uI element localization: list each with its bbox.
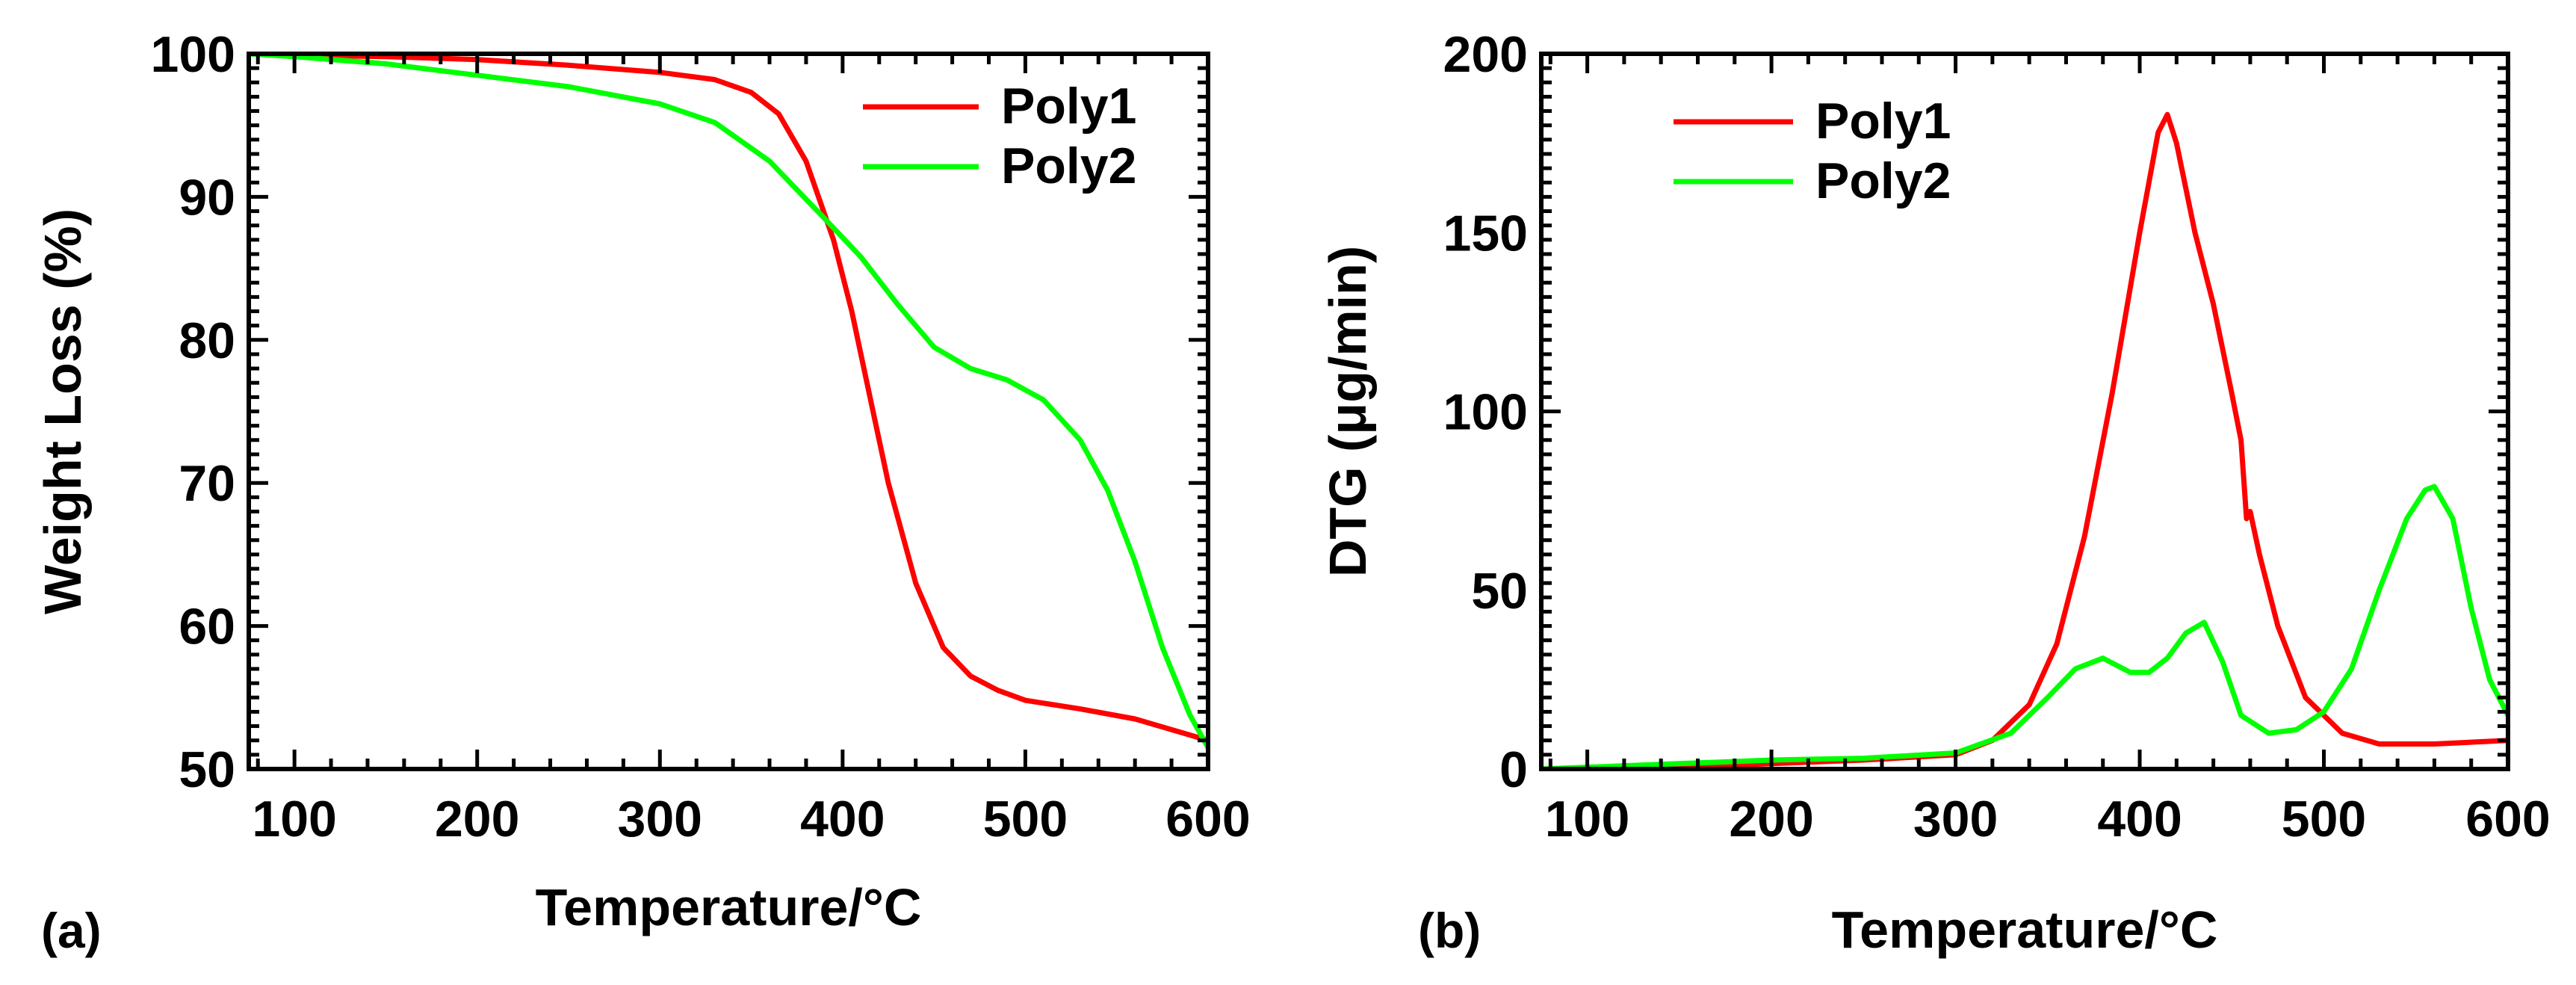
y-axis-title: Weight Loss (%) [34, 209, 92, 614]
x-axis-title: Temperature/°C [1832, 901, 2218, 959]
panel-label: (b) [1418, 903, 1481, 958]
x-tick-label: 100 [252, 791, 336, 847]
y-tick-label: 70 [179, 455, 235, 512]
x-axis-title: Temperature/°C [536, 878, 922, 936]
plot-frame [1539, 52, 2510, 771]
panel-label: (a) [41, 903, 102, 958]
x-tick-label: 500 [983, 791, 1068, 847]
y-tick-label: 50 [1471, 563, 1528, 620]
legend-label-poly1: Poly1 [1001, 78, 1136, 135]
series-line-poly1 [249, 54, 1208, 744]
y-tick-label: 90 [179, 169, 235, 226]
y-tick-label: 100 [1443, 384, 1528, 441]
x-tick-label: 600 [1165, 791, 1250, 847]
x-tick-label: 200 [435, 791, 519, 847]
legend-label-poly2: Poly2 [1815, 152, 1951, 209]
x-tick-label: 300 [618, 791, 702, 847]
x-tick-label: 600 [2465, 791, 2550, 847]
chart-panel-b: 100 200 300 400 500 600 0 50 100 150 200 Temperatur… [1319, 26, 2551, 959]
legend-label-poly1: Poly1 [1815, 93, 1951, 149]
series-line-poly2 [1541, 484, 2508, 769]
legend-label-poly2: Poly2 [1001, 138, 1136, 194]
series-line-poly1 [1541, 111, 2508, 769]
y-tick-label: 50 [179, 741, 235, 798]
x-tick-label: 400 [800, 791, 885, 847]
x-tick-label: 300 [1913, 791, 1998, 847]
x-tick-label: 200 [1729, 791, 1813, 847]
x-tick-label: 500 [2282, 791, 2366, 847]
chart-panel-a: 100 200 300 400 500 600 50 60 70 80 90 100 Temperatu… [34, 26, 1251, 958]
x-tick-label: 100 [1545, 791, 1629, 847]
y-tick-label: 0 [1499, 741, 1528, 798]
y-tick-label: 100 [151, 26, 235, 83]
y-axis-title: DTG (μg/min) [1319, 246, 1377, 577]
x-tick-label: 400 [2097, 791, 2182, 847]
y-tick-label: 60 [179, 599, 235, 655]
y-tick-label: 80 [179, 312, 235, 369]
y-tick-label: 200 [1443, 26, 1528, 83]
y-tick-label: 150 [1443, 205, 1528, 262]
series-line-poly2 [249, 54, 1208, 750]
